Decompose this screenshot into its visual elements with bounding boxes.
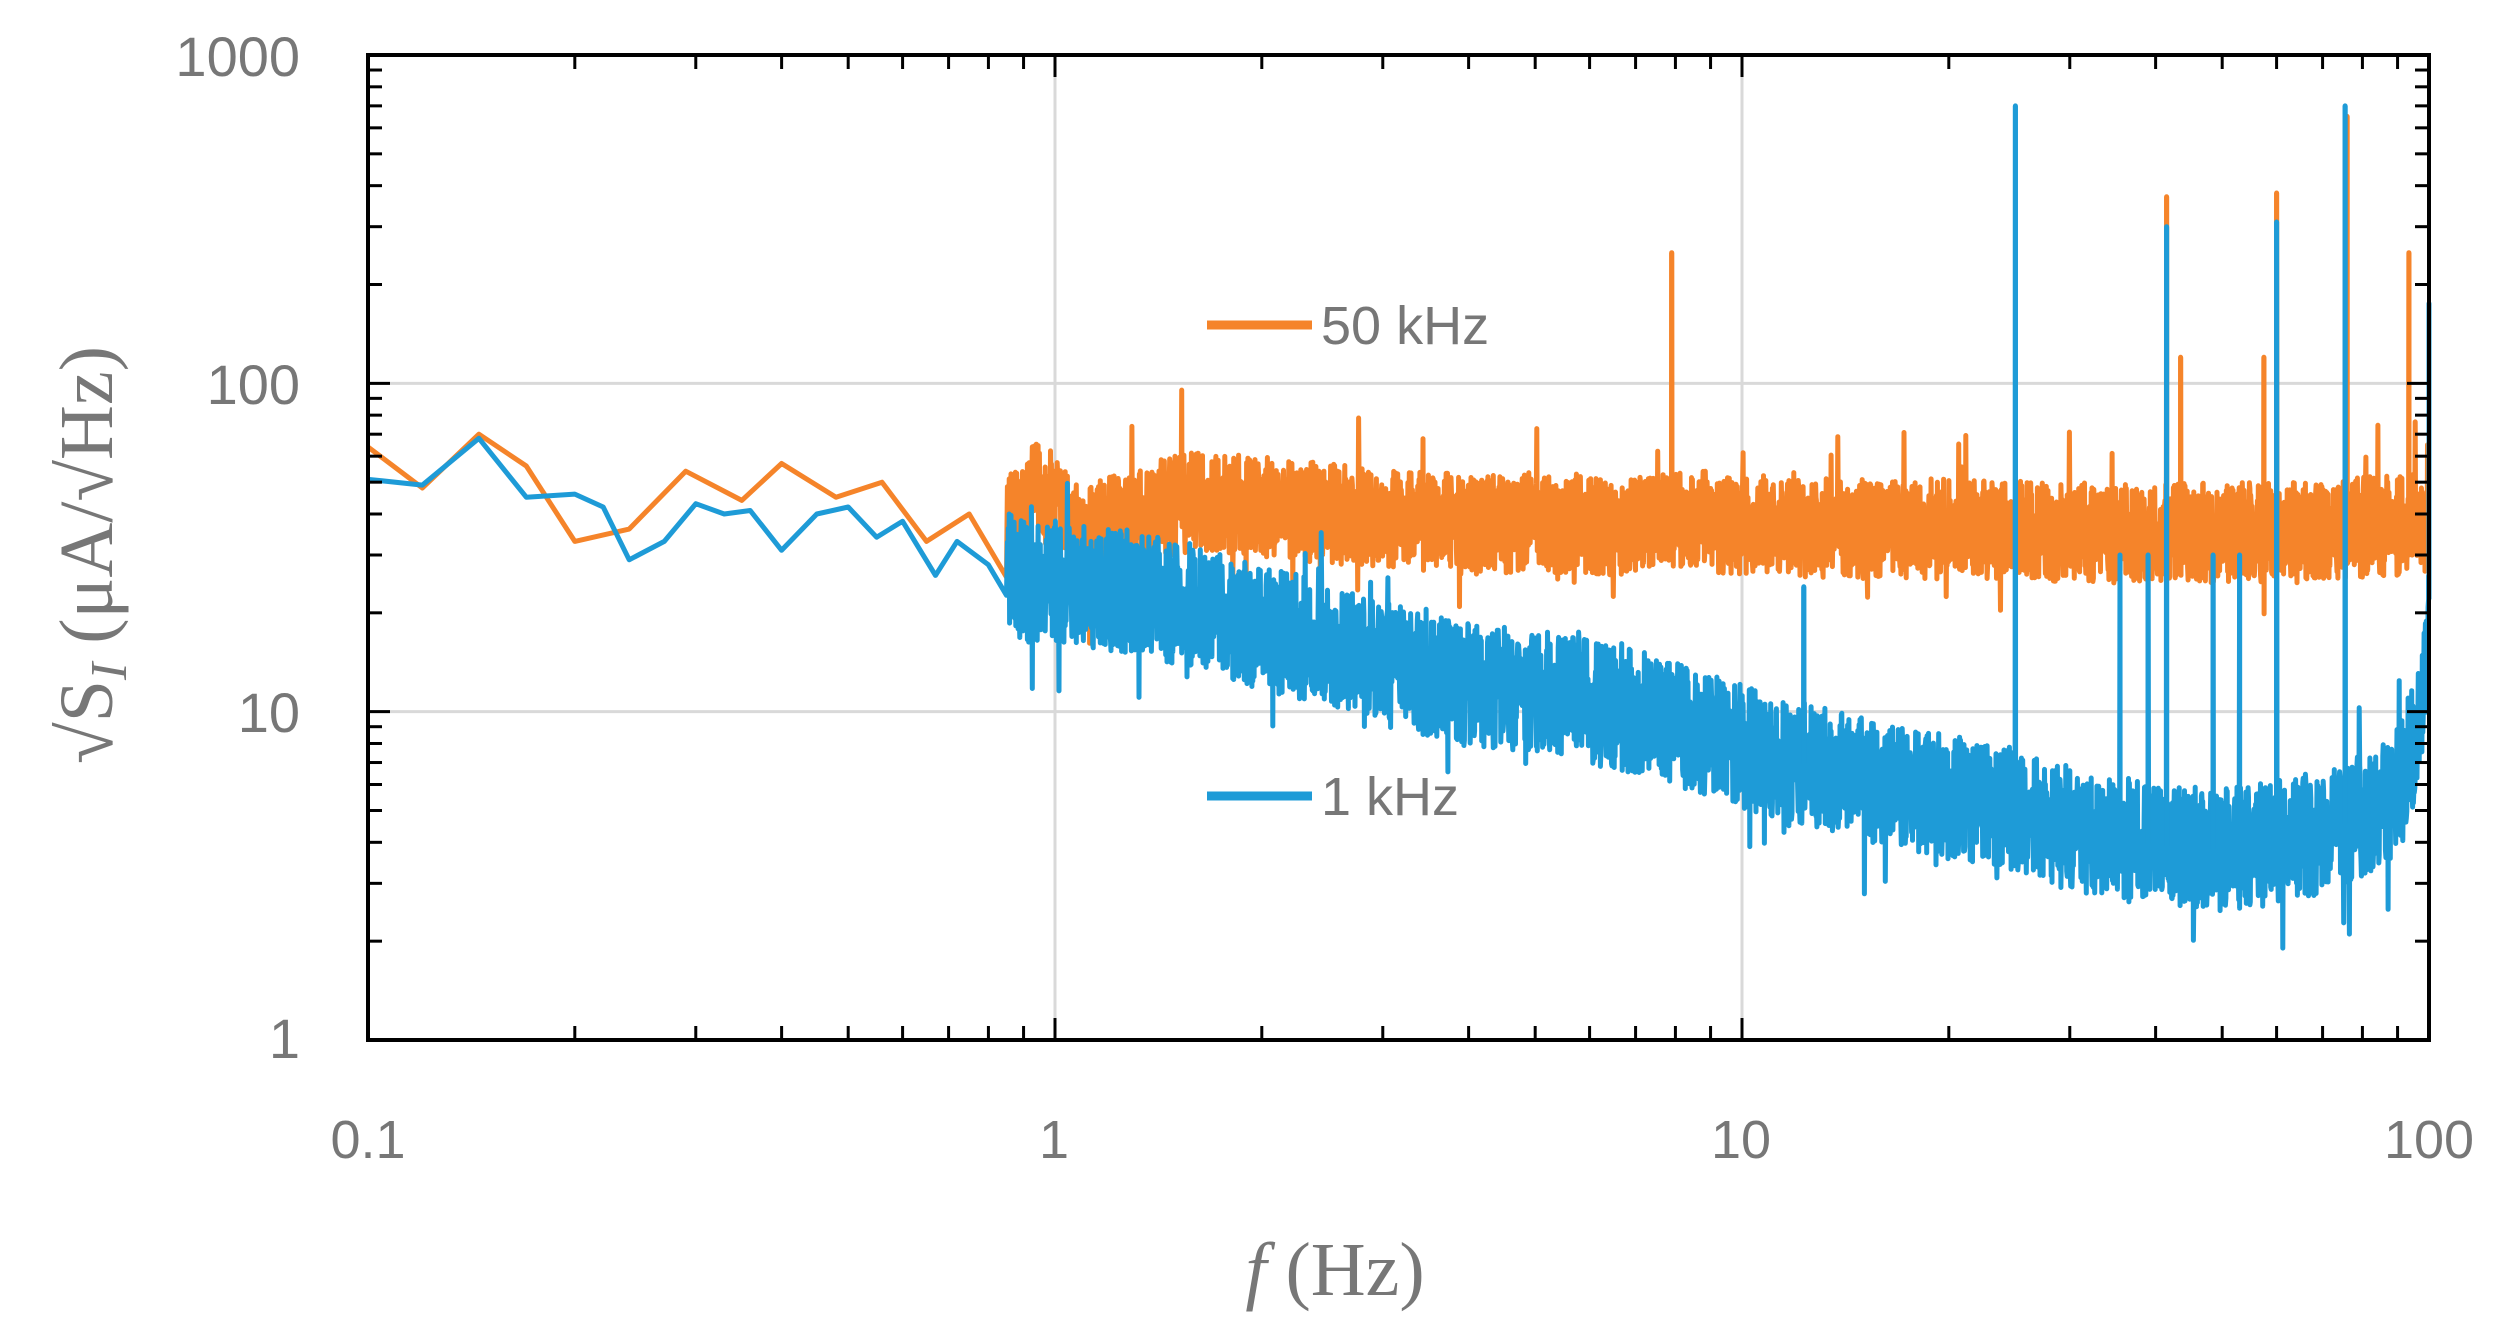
y-tick-label: 1000 [175, 25, 300, 88]
y-axis-title-subscript: I [81, 660, 138, 681]
x-tick-labels: 0.1 1 10 100 [330, 1110, 2474, 1170]
y-tick-label: 1 [269, 1007, 300, 1070]
x-tick-label: 0.1 [330, 1110, 405, 1170]
series-line-50khz [366, 113, 2432, 646]
x-tick-label: 1 [1039, 1110, 1069, 1170]
x-tick-label: 10 [1711, 1110, 1771, 1170]
x-axis-title-unit: (Hz) [1266, 1228, 1424, 1312]
y-axis-title-prefix: √S [45, 680, 129, 764]
x-tick-label: 100 [2384, 1110, 2474, 1170]
y-tick-label: 10 [238, 681, 300, 744]
legend-label-50khz: 50 kHz [1321, 296, 1489, 356]
y-axis-title: √SI (μA/√Hz) [45, 346, 138, 764]
y-axis-title-suffix: (μA/√Hz) [45, 346, 129, 663]
legend-label-1khz: 1 kHz [1321, 767, 1459, 827]
plot-frame [366, 53, 2431, 1042]
y-tick-labels: 1 10 100 1000 [175, 25, 300, 1070]
legend-entry-1khz: 1 kHz [1207, 767, 1459, 827]
series-line-1khz [367, 103, 2432, 951]
axis-layer [366, 53, 2431, 1042]
series-layer [366, 103, 2432, 951]
y-tick-label: 100 [207, 353, 300, 416]
x-axis-title: f (Hz) [1245, 1228, 1424, 1312]
legend-entry-50khz: 50 kHz [1207, 296, 1489, 356]
